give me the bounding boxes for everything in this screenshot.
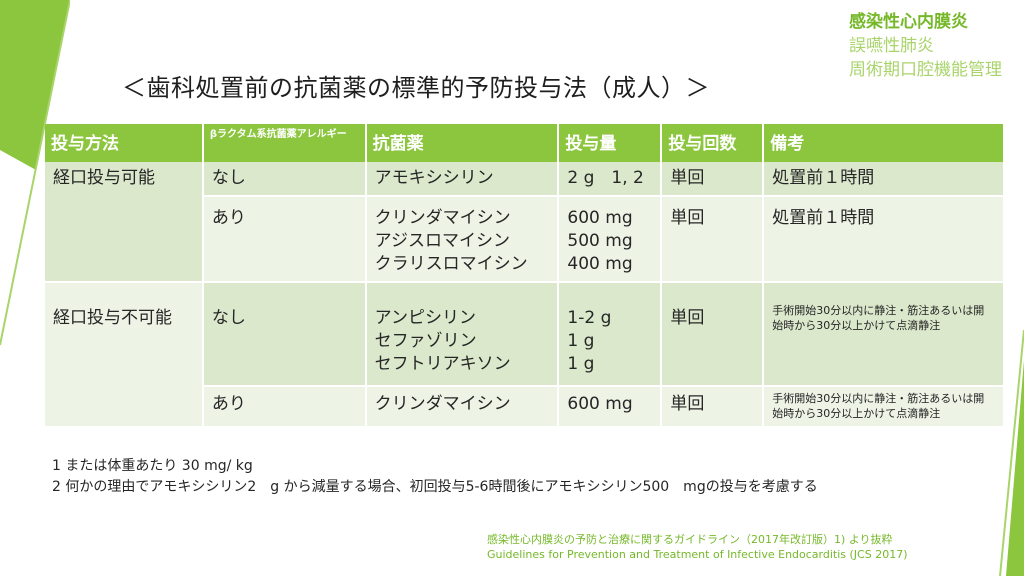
cell-drug: クリンダマイシン [365, 386, 560, 428]
table-row: 経口投与不可能 なし アンピシリン セファゾリン セフトリアキソン 1-2 g … [45, 282, 1005, 428]
page-title: ＜歯科処置前の抗菌薬の標準的予防投与法（成人）＞ [122, 74, 710, 102]
table-row: 経口投与可能 なし アモキシシリン 2 g 1, 2 単回 処置前１時間 [45, 162, 1005, 283]
header-dose: 投与量 [558, 124, 663, 162]
footnotes: 1 または体重あたり 30 mg/ kg 2 何かの理由でアモキシシリン2 g … [52, 456, 818, 498]
nav-item[interactable]: 周術期口腔機能管理 [849, 60, 1002, 80]
cell-drug: クリンダマイシン アジスロマイシン クラリスロマイシン [365, 196, 560, 283]
drug-name: セフトリアキソン [374, 354, 511, 374]
source-line-jp: 感染性心内膜炎の予防と治療に関するガイドライン（2017年改訂版）1) より抜粋 [487, 533, 893, 546]
drug-name: セファゾリン [374, 331, 477, 351]
header-method: 投与方法 [45, 124, 204, 162]
cell-method: 経口投与可能 [45, 162, 204, 283]
drug-name: アンピシリン [374, 308, 476, 328]
cell-notes: 手術開始30分以内に静注・筋注あるいは開始時から30分以上かけて点滴静注 [763, 386, 1005, 428]
prophylaxis-table: 投与方法 βラクタム系抗菌薬アレルギー 抗菌薬 投与量 投与回数 備考 経口投与… [45, 124, 1005, 428]
footnote: 2 何かの理由でアモキシシリン2 g から減量する場合、初回投与5-6時間後にア… [52, 479, 818, 495]
nav-item[interactable]: 誤嚥性肺炎 [849, 36, 934, 56]
drug-name: クリンダマイシン [374, 208, 511, 228]
cell-allergy: なし [202, 282, 367, 387]
dose-value: 600 mg [567, 394, 633, 414]
left-decoration [0, 0, 70, 346]
source-line-en: Guidelines for Prevention and Treatment … [487, 548, 908, 561]
cell-times: 単回 [661, 282, 765, 387]
cell-drug: アモキシシリン [365, 162, 560, 197]
header-drug: 抗菌薬 [365, 124, 560, 162]
cell-dose: 1-2 g 1 g 1 g [558, 282, 663, 387]
cell-notes: 処置前１時間 [763, 162, 1005, 197]
dose-value: 1 g [567, 331, 595, 351]
cell-times: 単回 [661, 386, 765, 428]
dose-value: 1-2 g [567, 308, 612, 328]
drug-name: クリンダマイシン [374, 394, 511, 414]
cell-allergy: なし [202, 162, 367, 197]
header-notes: 備考 [763, 124, 1005, 162]
cell-allergy: あり [202, 386, 367, 428]
dose-value: 2 g 1, 2 [567, 168, 644, 188]
cell-notes: 処置前１時間 [763, 196, 1005, 283]
nav-item-active[interactable]: 感染性心内膜炎 [849, 12, 968, 32]
dose-value: 500 mg [567, 231, 633, 251]
header-times: 投与回数 [661, 124, 765, 162]
footnote: 1 または体重あたり 30 mg/ kg [52, 458, 253, 474]
table-header-row: 投与方法 βラクタム系抗菌薬アレルギー 抗菌薬 投与量 投与回数 備考 [45, 124, 1005, 162]
cell-dose: 2 g 1, 2 [558, 162, 663, 197]
header-allergy: βラクタム系抗菌薬アレルギー [202, 124, 367, 162]
source-citation: 感染性心内膜炎の予防と治療に関するガイドライン（2017年改訂版）1) より抜粋… [487, 532, 907, 562]
drug-name: アジスロマイシン [374, 231, 510, 251]
cell-times: 単回 [661, 196, 765, 283]
dose-value: 400 mg [567, 254, 633, 274]
topic-nav: 感染性心内膜炎 誤嚥性肺炎 周術期口腔機能管理 [849, 10, 1002, 82]
drug-name: クラリスロマイシン [374, 254, 528, 274]
cell-allergy: あり [202, 196, 367, 283]
cell-times: 単回 [661, 162, 765, 197]
right-decoration [999, 329, 1024, 576]
cell-method: 経口投与不可能 [45, 282, 204, 428]
dose-value: 600 mg [567, 208, 633, 228]
cell-dose: 600 mg [558, 386, 663, 428]
table-row: あり クリンダマイシン アジスロマイシン クラリスロマイシン 600 mg 50… [45, 196, 1005, 283]
table-row: あり クリンダマイシン 600 mg 単回 手術開始30分以内に静注・筋注あるい… [45, 386, 1005, 428]
dose-value: 1 g [567, 354, 595, 374]
cell-notes: 手術開始30分以内に静注・筋注あるいは開始時から30分以上かけて点滴静注 [763, 282, 1005, 387]
cell-drug: アンピシリン セファゾリン セフトリアキソン [365, 282, 560, 387]
drug-name: アモキシシリン [374, 168, 494, 188]
cell-dose: 600 mg 500 mg 400 mg [558, 196, 663, 283]
